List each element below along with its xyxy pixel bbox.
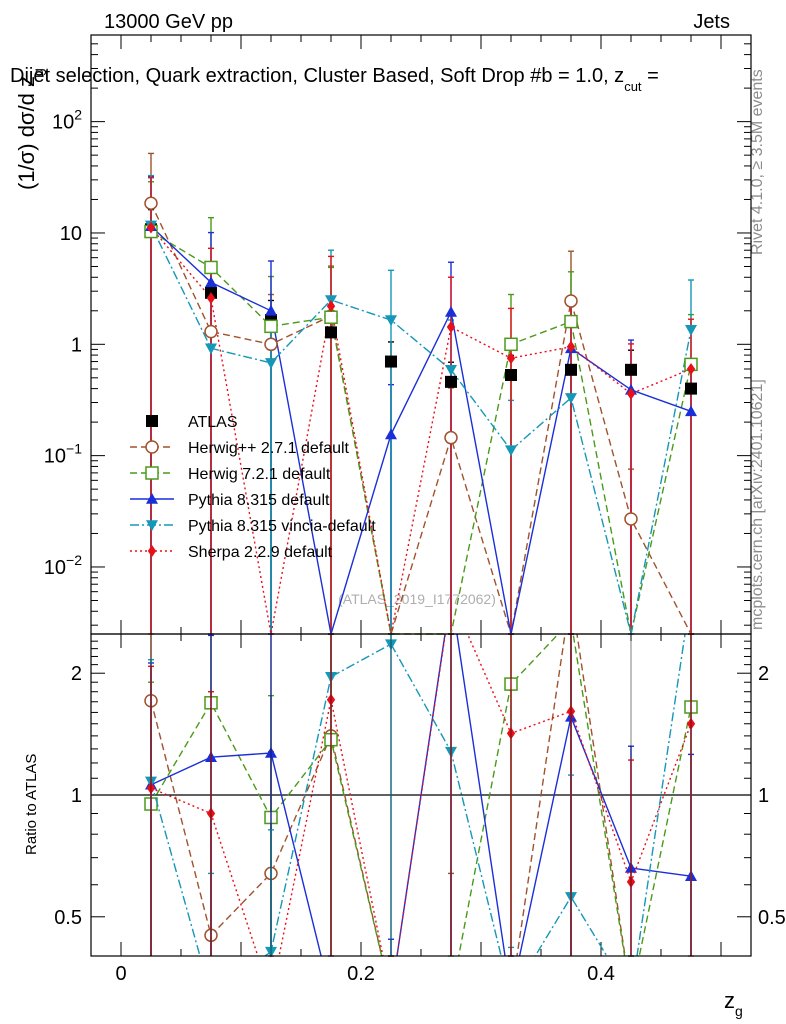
data-point xyxy=(445,306,457,317)
data-point xyxy=(385,428,397,440)
x-tick-label: 0 xyxy=(115,963,126,985)
title-sub: cut xyxy=(624,79,642,94)
legend-marker xyxy=(147,545,157,557)
legend-label: Herwig 7.2.1 default xyxy=(188,466,331,483)
title-tail: = xyxy=(642,65,659,87)
analysis-watermark: (ATLAS_2019_I1772062) xyxy=(338,591,496,607)
ratio-y-tick-label: 2 xyxy=(71,663,82,685)
data-point xyxy=(565,393,577,404)
y-tick-label: 1 xyxy=(71,334,82,356)
rivet-label: Rivet 4.1.0, ≥ 3.5M events xyxy=(749,69,766,255)
series-line xyxy=(150,227,692,635)
data-point xyxy=(325,326,337,339)
data-point xyxy=(566,340,576,353)
title-main: Dijet selection, Quark extraction, Clust… xyxy=(10,65,624,87)
data-point xyxy=(205,276,217,288)
series-line xyxy=(150,225,692,635)
data-point xyxy=(624,512,638,526)
x-tick-label: 0.2 xyxy=(347,963,375,985)
data-point xyxy=(505,368,517,381)
data-point xyxy=(504,337,518,352)
data-point xyxy=(686,363,696,376)
legend-marker xyxy=(146,520,158,531)
y-tick-label: 10−2 xyxy=(44,552,82,579)
data-point xyxy=(204,260,218,275)
data-point xyxy=(445,375,457,388)
legend-marker xyxy=(146,415,158,427)
data-point xyxy=(264,337,278,352)
legend-label: Herwig++ 2.7.1 default xyxy=(188,440,350,457)
legend-label: Sherpa 2.2.9 default xyxy=(188,544,333,561)
data-point xyxy=(385,315,397,327)
category-label: Jets xyxy=(693,11,730,33)
ratio-frame xyxy=(90,633,752,957)
energy-label: 13000 GeV pp xyxy=(104,11,233,33)
data-point xyxy=(685,405,697,417)
legend-label: Pythia 8.315 vincia-default xyxy=(188,518,376,535)
data-point xyxy=(144,196,158,210)
y-tick-label: 102 xyxy=(52,107,82,134)
mcplots-label: mcplots.cern.ch [arXiv:2401.10621] xyxy=(749,379,766,630)
ratio-y-tick-label: 1 xyxy=(71,785,82,807)
ratio-series-line xyxy=(150,634,692,956)
ratio-series-line xyxy=(150,634,626,956)
legend-label: Pythia 8.315 default xyxy=(188,492,330,509)
data-point xyxy=(444,430,458,445)
data-point xyxy=(564,294,578,308)
ratio-y-tick-label-right: 1 xyxy=(758,785,769,807)
ratio-y-axis-label: Ratio to ATLAS xyxy=(23,754,40,855)
y-tick-label: 10−1 xyxy=(44,441,82,468)
chart-title: Dijet selection, Quark extraction, Clust… xyxy=(10,65,659,94)
x-axis-label: zg xyxy=(724,988,743,1019)
data-point xyxy=(685,382,697,395)
data-point xyxy=(324,310,338,324)
legend-marker xyxy=(145,466,159,480)
data-point xyxy=(564,314,578,329)
y-tick-label: 10 xyxy=(60,223,82,245)
data-point xyxy=(685,324,697,336)
data-point xyxy=(445,365,457,376)
data-point xyxy=(446,321,456,334)
data-point xyxy=(204,324,218,339)
data-point xyxy=(326,300,336,313)
data-point xyxy=(385,355,397,368)
data-point xyxy=(565,363,577,376)
ratio-y-tick-label: 0.5 xyxy=(54,907,82,929)
ratio-y-tick-label-right: 2 xyxy=(758,663,769,685)
data-point xyxy=(625,363,637,376)
ratio-series-line xyxy=(150,634,686,956)
main-panel: 10−2 10−1 1 10 102 xyxy=(44,34,751,635)
ratio-y-tick-label-right: 0.5 xyxy=(758,907,786,929)
data-point xyxy=(205,343,217,355)
legend-marker xyxy=(145,440,159,454)
series-line xyxy=(150,202,692,635)
data-point xyxy=(506,352,516,365)
legend-marker xyxy=(146,493,158,504)
ratio-series-line xyxy=(150,634,692,956)
legend: ATLAS Herwig++ 2.7.1 default Herwig 7.2.1 … xyxy=(130,414,376,561)
ratio-panel: 0.5 0.5 1 1 2 2 0 0.2 0.4 xyxy=(54,633,786,985)
x-tick-label: 0.4 xyxy=(587,963,615,985)
legend-label: ATLAS xyxy=(188,414,238,431)
data-point xyxy=(505,445,517,457)
data-point xyxy=(626,387,636,400)
data-point xyxy=(265,358,277,369)
data-point xyxy=(146,221,156,234)
data-point xyxy=(206,292,216,305)
series-line xyxy=(150,225,692,635)
data-point xyxy=(265,304,277,316)
data-point xyxy=(264,319,278,334)
